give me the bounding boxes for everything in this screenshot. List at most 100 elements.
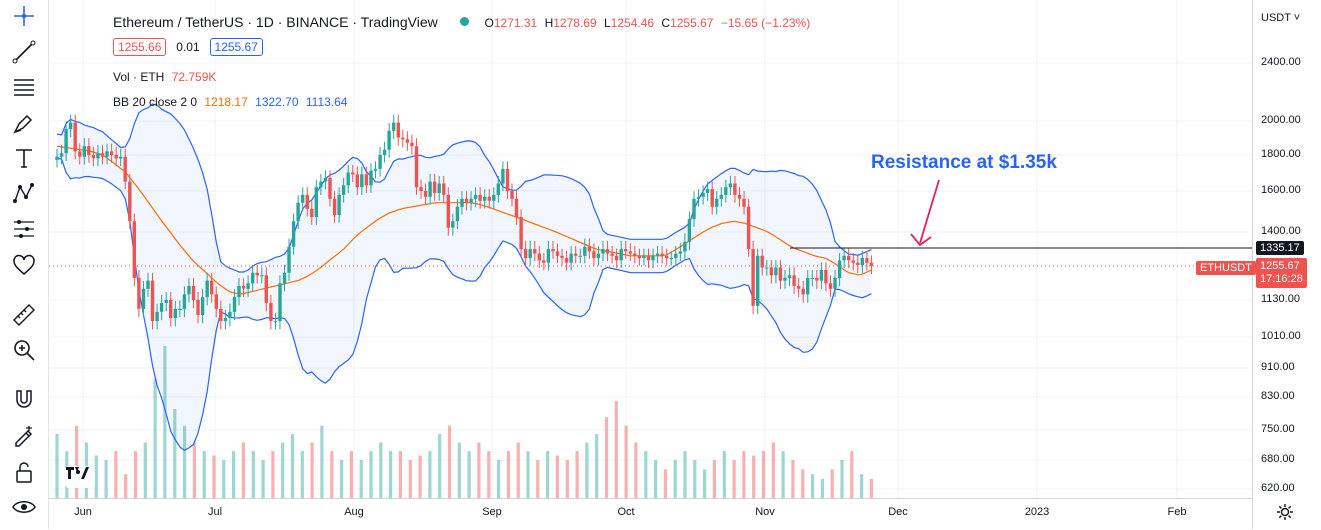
candle-body xyxy=(655,253,660,256)
candle-body xyxy=(514,198,519,217)
volume-bar xyxy=(860,474,864,498)
volume-bar xyxy=(124,474,128,498)
eye-icon[interactable] xyxy=(9,492,39,522)
volume-bar xyxy=(349,451,353,498)
volume-bar xyxy=(497,460,501,498)
volume-bar xyxy=(55,434,59,498)
price-tick-label: 680.00 xyxy=(1261,453,1295,465)
volume-bar xyxy=(693,460,697,498)
time-axis[interactable]: Jun Jul Aug Sep Oct Nov Dec 2023 Feb xyxy=(49,498,1252,530)
brush-icon[interactable] xyxy=(9,108,39,138)
tv-logo-icon xyxy=(66,467,89,479)
candle-body xyxy=(428,181,432,197)
bb-indicator-name[interactable]: BB 20 close 2 0 xyxy=(113,95,198,109)
candle-body xyxy=(328,177,332,199)
time-tick-label: Jul xyxy=(207,506,223,518)
volume-bar xyxy=(614,400,618,498)
candle-body xyxy=(678,251,682,254)
candle-body xyxy=(737,194,742,199)
price-axis[interactable]: USDT ˅ 2400.00 2000.00 1800.00 1600.00 1400.… xyxy=(1252,0,1321,529)
candle-body xyxy=(178,308,182,310)
magnet-icon[interactable] xyxy=(9,385,39,415)
candle-body xyxy=(692,198,696,220)
candle-body xyxy=(196,300,200,315)
lock-draw-icon[interactable] xyxy=(9,420,39,450)
candle-body xyxy=(774,267,778,276)
volume-bar xyxy=(781,451,785,498)
candle-body xyxy=(583,246,587,256)
candle-body xyxy=(251,272,255,284)
volume-bar xyxy=(722,451,726,498)
price-tick-label: 910.00 xyxy=(1261,361,1295,373)
text-icon[interactable] xyxy=(9,143,39,173)
tradingview-logo[interactable] xyxy=(65,466,95,488)
cursor-icon[interactable] xyxy=(9,1,39,31)
candle-body xyxy=(560,255,564,259)
volume-bar xyxy=(398,451,402,498)
candle-body xyxy=(510,191,514,199)
candle-body xyxy=(59,153,64,157)
volume-bar xyxy=(457,442,461,498)
pattern-icon[interactable] xyxy=(9,179,39,209)
candle-body xyxy=(200,297,205,315)
candle-body xyxy=(533,249,537,254)
price-chart[interactable] xyxy=(49,0,1252,498)
volume-bar xyxy=(133,451,138,498)
time-tick-label: Sep xyxy=(482,506,502,518)
candle-body xyxy=(346,172,350,186)
sell-price-button[interactable]: 1255.66 xyxy=(113,38,167,56)
candle-body xyxy=(369,170,373,186)
candle-body xyxy=(555,251,560,256)
candle-body xyxy=(114,155,118,159)
fib-icon[interactable] xyxy=(9,72,39,102)
candle-body xyxy=(546,249,551,263)
volume-bar xyxy=(153,378,157,498)
volume-bar xyxy=(673,460,677,498)
candle-body xyxy=(91,155,96,159)
volume-indicator-name[interactable]: Vol · ETH xyxy=(113,70,165,84)
volume-bar xyxy=(820,479,824,498)
candle-body xyxy=(442,183,446,195)
candle-body xyxy=(665,255,669,259)
candle-body xyxy=(810,277,814,279)
candle-body xyxy=(687,219,692,242)
candle-body xyxy=(437,183,441,193)
candle-body xyxy=(291,221,296,247)
volume-bar xyxy=(683,451,687,498)
currency-selector[interactable]: USDT ˅ xyxy=(1261,12,1301,24)
candle-body xyxy=(792,275,796,286)
candle-body xyxy=(824,270,828,284)
candle-body xyxy=(401,137,405,140)
volume-bar xyxy=(526,451,530,498)
volume-bar xyxy=(604,417,609,498)
volume-bar xyxy=(624,425,628,498)
lock-icon[interactable] xyxy=(9,457,39,487)
candle-body xyxy=(373,168,378,171)
candle-body xyxy=(132,221,136,278)
heart-icon[interactable] xyxy=(9,250,39,280)
zoom-icon[interactable] xyxy=(9,335,39,365)
candle-body xyxy=(796,286,801,289)
bb-upper-line xyxy=(56,103,872,273)
volume-bar xyxy=(320,425,324,498)
candle-body xyxy=(851,260,855,263)
volume-bar xyxy=(104,460,108,498)
volume-bar xyxy=(536,460,540,498)
ruler-icon[interactable] xyxy=(9,300,39,330)
volume-bar xyxy=(251,451,255,498)
resistance-annotation[interactable]: Resistance at $1.35k xyxy=(871,152,1057,173)
price-tick-label: 2000.00 xyxy=(1261,114,1301,126)
forecast-icon[interactable] xyxy=(9,214,39,244)
buy-price-button[interactable]: 1255.67 xyxy=(209,38,263,56)
bb-basis-value: 1218.17 xyxy=(204,95,248,109)
chart-pane[interactable]: Ethereum / TetherUS · 1D · BINANCE · Tra… xyxy=(49,0,1252,498)
price-tick-label: 620.00 xyxy=(1261,482,1295,494)
candle-body xyxy=(455,206,460,222)
candle-body xyxy=(833,277,837,289)
volume-bar xyxy=(173,409,177,498)
volume-bar xyxy=(94,455,98,498)
volume-bar xyxy=(516,442,520,498)
trend-line-icon[interactable] xyxy=(9,37,39,67)
settings-gear-icon[interactable] xyxy=(1275,502,1295,522)
symbol-title[interactable]: Ethereum / TetherUS · 1D · BINANCE · Tra… xyxy=(113,14,438,30)
